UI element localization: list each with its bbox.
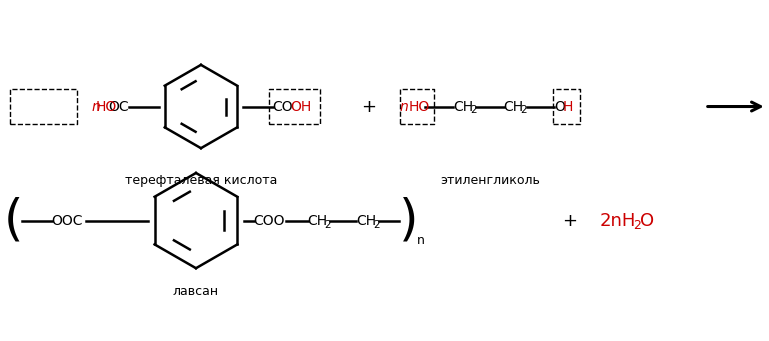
Text: 2: 2 xyxy=(633,219,641,232)
Text: CH: CH xyxy=(356,213,377,227)
Text: +: + xyxy=(361,98,376,116)
Text: OOC: OOC xyxy=(52,213,83,227)
Text: терефталевая кислота: терефталевая кислота xyxy=(125,174,277,187)
Text: лавсан: лавсан xyxy=(173,285,219,298)
Text: O: O xyxy=(554,100,565,114)
Text: HO: HO xyxy=(96,100,118,114)
Text: 2: 2 xyxy=(373,220,380,229)
Text: 2nH: 2nH xyxy=(599,211,636,229)
Text: 2: 2 xyxy=(470,105,477,116)
Text: OC: OC xyxy=(108,100,129,114)
Text: O: O xyxy=(640,211,654,229)
Text: n: n xyxy=(92,100,105,114)
Text: COO: COO xyxy=(254,213,285,227)
Text: 2: 2 xyxy=(325,220,331,229)
Text: +: + xyxy=(562,211,577,229)
Text: CO: CO xyxy=(273,100,293,114)
Text: H: H xyxy=(562,100,573,114)
Text: CH: CH xyxy=(308,213,328,227)
Text: OH: OH xyxy=(291,100,312,114)
Text: CH: CH xyxy=(453,100,473,114)
Text: (: ( xyxy=(4,197,23,244)
Text: ): ) xyxy=(399,197,419,244)
Text: HO: HO xyxy=(409,100,431,114)
Text: этиленгликоль: этиленгликоль xyxy=(440,174,540,187)
Text: n: n xyxy=(399,100,408,114)
Text: CH: CH xyxy=(504,100,524,114)
Text: n: n xyxy=(417,234,425,247)
Text: 2: 2 xyxy=(521,105,528,116)
